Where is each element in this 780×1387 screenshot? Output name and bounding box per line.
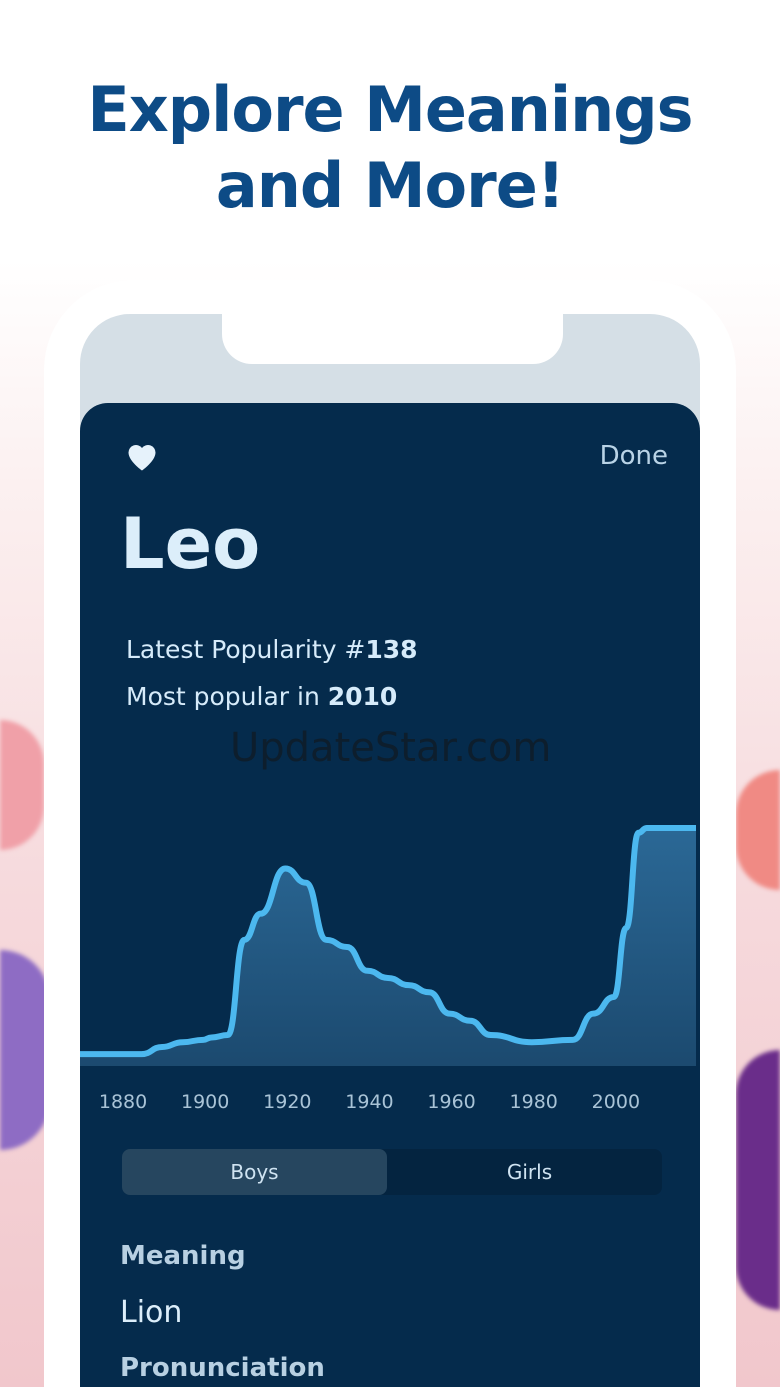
headline: Explore Meanings and More! — [0, 72, 780, 224]
most-popular: Most popular in 2010 — [126, 682, 397, 711]
popularity-chart — [80, 825, 696, 1066]
heart-icon[interactable] — [124, 439, 160, 475]
watermark: UpdateStar.com — [230, 725, 552, 771]
flower-decoration — [736, 770, 780, 890]
gender-segmented-control: Boys Girls — [122, 1149, 662, 1195]
x-tick-label: 1960 — [427, 1091, 476, 1113]
x-tick-label: 1900 — [181, 1091, 230, 1113]
latest-popularity: Latest Popularity #138 — [126, 635, 418, 664]
done-button[interactable]: Done — [599, 441, 668, 471]
headline-line-1: Explore Meanings — [87, 73, 693, 146]
name-title: Leo — [120, 503, 261, 585]
flower-decoration — [0, 720, 44, 850]
most-popular-year: 2010 — [327, 682, 398, 711]
x-tick-label: 1940 — [345, 1091, 394, 1113]
chart-area — [80, 828, 696, 1066]
pronunciation-label: Pronunciation — [120, 1353, 325, 1383]
flower-decoration — [0, 950, 50, 1150]
chart-line — [80, 825, 696, 1058]
x-tick-label: 2000 — [591, 1091, 641, 1113]
meaning-value: Lion — [120, 1295, 183, 1330]
latest-popularity-rank: 138 — [365, 635, 418, 664]
x-tick-label: 1880 — [98, 1091, 148, 1113]
meaning-label: Meaning — [120, 1241, 246, 1271]
phone-notch — [222, 300, 563, 364]
x-tick-label: 1980 — [509, 1091, 558, 1113]
latest-popularity-label: Latest Popularity # — [126, 635, 366, 664]
name-detail-card: Done Leo Latest Popularity #138 Most pop… — [80, 403, 700, 1387]
x-tick-label: 1920 — [263, 1091, 312, 1113]
tab-boys[interactable]: Boys — [122, 1149, 387, 1195]
tab-girls[interactable]: Girls — [506, 1160, 553, 1184]
most-popular-label: Most popular in — [126, 682, 328, 711]
headline-line-2: and More! — [215, 149, 565, 222]
flower-decoration — [736, 1050, 780, 1310]
